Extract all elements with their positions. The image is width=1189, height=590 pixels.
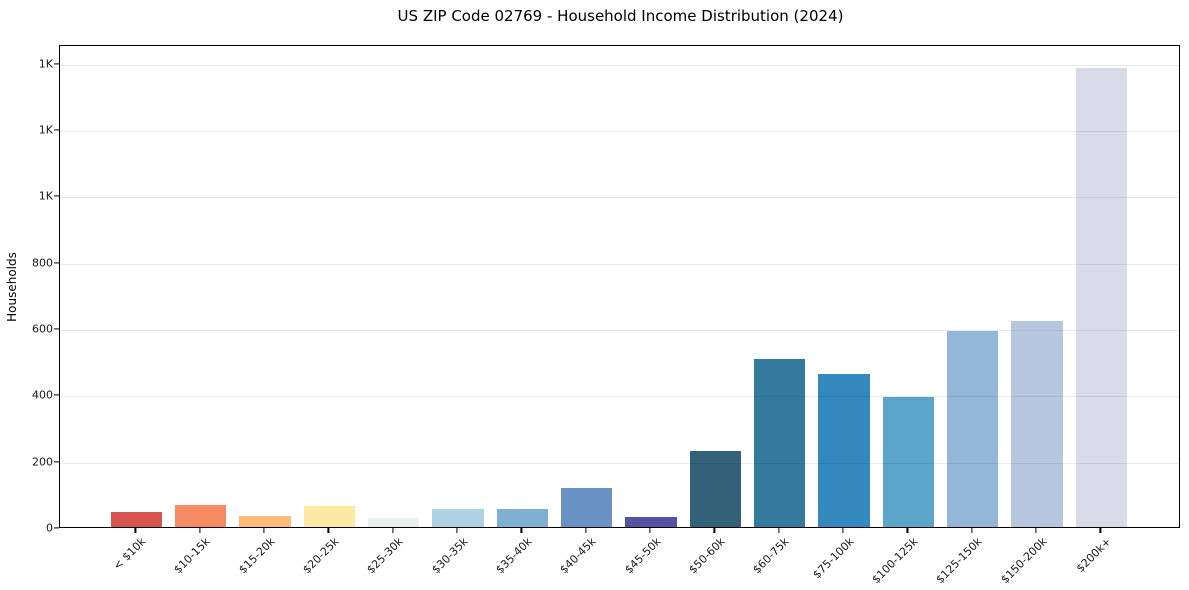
bar-20-25k	[303, 506, 356, 527]
x-tick-mark	[392, 528, 394, 533]
bar-40-45k	[560, 488, 613, 527]
x-tick-mark	[971, 528, 973, 533]
x-tick-mark	[842, 528, 844, 533]
y-tick-mark	[54, 62, 59, 65]
gridline	[60, 396, 1179, 398]
gridline	[60, 197, 1179, 199]
gridline	[60, 263, 1179, 265]
x-tick-label: $45-50k	[621, 535, 664, 577]
y-axis-title-text: Households	[5, 251, 20, 322]
y-tick-mark	[54, 461, 59, 463]
bar-125-150k	[946, 330, 999, 527]
bar-35-40k	[496, 509, 549, 527]
y-tick-mark	[54, 262, 59, 264]
plot-area	[59, 45, 1180, 528]
bar-100-125k	[882, 396, 935, 527]
x-tick-mark	[520, 528, 522, 533]
x-tick-mark	[713, 528, 715, 533]
x-tick-label: $100-125k	[869, 535, 921, 587]
bar-30-35k	[432, 509, 484, 527]
x-tick-label: $20-25k	[300, 535, 342, 577]
gridline	[60, 462, 1179, 464]
x-tick-mark	[649, 528, 651, 533]
x-tick-mark	[327, 528, 329, 533]
x-tick-mark	[585, 528, 587, 533]
bar-75-100k	[818, 374, 870, 527]
x-tick-mark	[199, 528, 201, 533]
x-tick-label: $15-20k	[235, 535, 278, 577]
x-tick-mark	[778, 528, 780, 533]
y-tick-label: 200	[32, 455, 53, 469]
bar-10-15k	[174, 505, 227, 527]
chart-title: US ZIP Code 02769 - Household Income Dis…	[397, 7, 844, 25]
y-tick-label: 400	[32, 388, 53, 402]
bar-10k	[110, 512, 163, 527]
x-tick-label: $35-40k	[493, 535, 535, 577]
y-tick-label: 600	[32, 322, 53, 336]
y-tick-label: 800	[32, 256, 53, 270]
y-tick-label: 1K	[38, 123, 53, 137]
gridline	[60, 64, 1179, 66]
x-tick-label: $150-200k	[998, 535, 1050, 587]
x-tick-label: $30-35k	[428, 535, 471, 577]
bar-50-60k	[689, 450, 742, 527]
x-tick-label: $50-60k	[686, 535, 728, 577]
bar-45-50k	[625, 517, 677, 527]
gridline	[60, 329, 1179, 331]
x-tick-mark	[263, 528, 265, 533]
x-tick-label: $200k+	[1073, 535, 1114, 576]
x-tick-label: < $10k	[111, 535, 149, 573]
x-tick-label: $25-30k	[364, 535, 406, 577]
bar-60-75k	[753, 359, 806, 527]
y-axis-title: Households	[0, 45, 24, 528]
x-tick-mark	[906, 528, 908, 533]
y-tick-mark	[54, 527, 59, 529]
x-tick-mark	[134, 528, 136, 533]
y-tick-label: 1K	[38, 189, 53, 203]
x-tick-label: $60-75k	[750, 535, 792, 577]
x-tick-mark	[1035, 528, 1037, 533]
y-tick-mark	[54, 195, 59, 197]
gridline	[60, 130, 1179, 132]
x-tick-mark	[456, 528, 458, 533]
bar-25-30k	[367, 517, 420, 527]
y-tick-mark	[54, 328, 59, 330]
bar-150-200k	[1011, 321, 1063, 527]
x-tick-mark	[1099, 528, 1101, 533]
y-tick-mark	[54, 129, 59, 131]
y-tick-label: 1K	[38, 57, 53, 71]
y-tick-label: 0	[46, 521, 53, 535]
x-tick-label: $40-45k	[557, 535, 599, 577]
bar-15-20k	[239, 516, 291, 527]
x-tick-label: $75-100k	[810, 535, 857, 582]
x-tick-label: $10-15k	[171, 535, 213, 577]
bar-200k	[1075, 67, 1128, 527]
y-tick-mark	[54, 394, 59, 396]
x-tick-label: $125-150k	[933, 535, 985, 587]
